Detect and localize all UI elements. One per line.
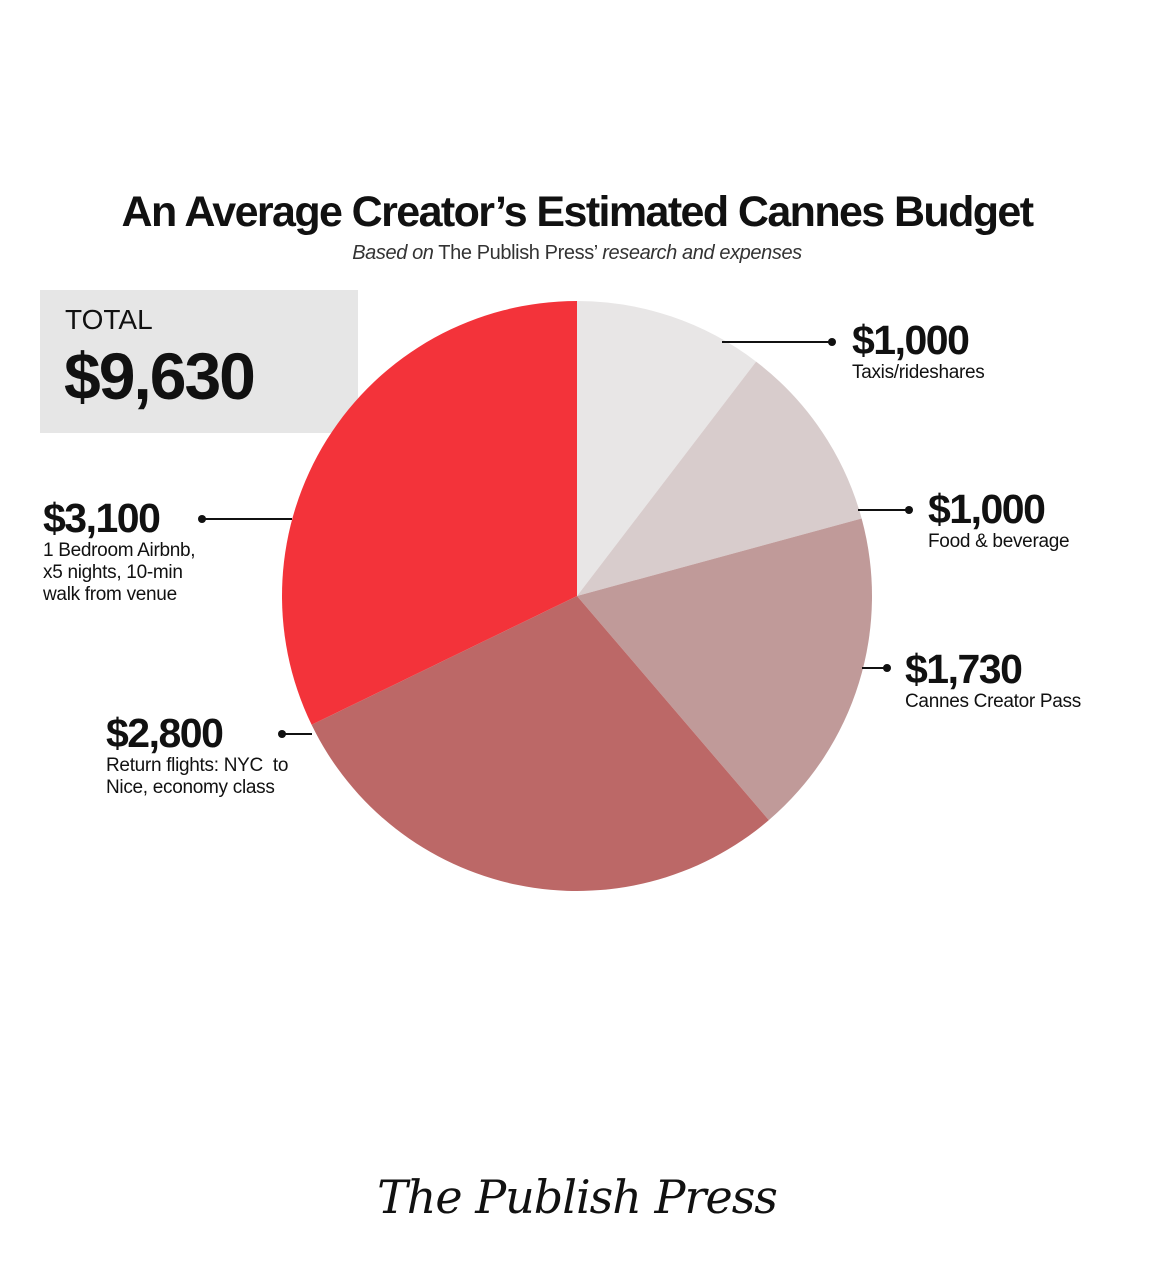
leader-dot-4 <box>198 515 206 523</box>
leader-dot-3 <box>278 730 286 738</box>
label-airbnb-desc-3: walk from venue <box>43 584 177 605</box>
label-flights-desc-1: Return flights: NYC to <box>106 755 289 776</box>
label-airbnb-desc-2: x5 nights, 10-min <box>43 562 183 583</box>
label-airbnb-desc-1: 1 Bedroom Airbnb, <box>43 540 196 561</box>
label-food: $1,000 Food & beverage <box>928 486 1070 553</box>
pie-slice-4 <box>282 301 577 725</box>
total-value: $9,630 <box>64 339 256 413</box>
label-taxis-desc: Taxis/rideshares <box>852 362 985 383</box>
total-box: TOTAL $9,630 <box>40 290 358 433</box>
subtitle-suffix: research and expenses <box>602 242 802 264</box>
label-pass: $1,730 Cannes Creator Pass <box>905 647 1081 713</box>
leader-dot-1 <box>905 506 913 514</box>
label-pass-amount: $1,730 <box>905 646 1023 692</box>
label-flights-desc-2: Nice, economy class <box>106 777 275 798</box>
pie-slice-0 <box>577 301 757 596</box>
pie-slice-1 <box>577 361 862 596</box>
subtitle-publisher: The Publish Press’ <box>433 242 603 264</box>
pie-slice-3 <box>311 596 769 891</box>
label-flights-amount: $2,800 <box>106 710 224 756</box>
pie-slice-2 <box>577 518 872 821</box>
chart-subtitle: Based on The Publish Press’ research and… <box>0 242 1154 265</box>
label-flights: $2,800 Return flights: NYC to Nice, econ… <box>106 711 288 799</box>
chart-title: An Average Creator’s Estimated Cannes Bu… <box>121 188 1035 236</box>
leader-dot-2 <box>883 664 891 672</box>
label-pass-desc: Cannes Creator Pass <box>905 691 1081 712</box>
label-food-amount: $1,000 <box>928 486 1046 532</box>
total-label: TOTAL <box>65 304 153 335</box>
leader-dot-0 <box>828 338 836 346</box>
label-taxis: $1,000 Taxis/rideshares <box>852 317 985 384</box>
label-airbnb-amount: $3,100 <box>43 495 161 541</box>
label-airbnb: $3,100 1 Bedroom Airbnb, x5 nights, 10-m… <box>43 495 196 606</box>
label-food-desc: Food & beverage <box>928 531 1070 552</box>
subtitle-prefix: Based on <box>352 242 434 264</box>
publisher-logo: The Publish Press <box>377 1170 778 1224</box>
label-taxis-amount: $1,000 <box>852 317 970 363</box>
